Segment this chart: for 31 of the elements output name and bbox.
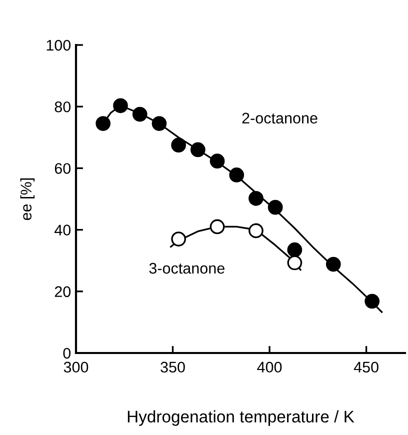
y-tick-label: 0 <box>63 348 71 359</box>
point <box>326 256 341 272</box>
y-tick-label: 20 <box>54 286 71 298</box>
point <box>210 219 225 234</box>
y-axis-title: ee [%] <box>20 178 35 220</box>
point <box>287 255 302 270</box>
y-tick-label: 60 <box>54 163 71 174</box>
point <box>248 223 264 238</box>
y-tick-label: 100 <box>46 40 71 51</box>
point <box>364 294 380 309</box>
point <box>190 142 206 158</box>
point <box>171 232 186 246</box>
text: 2-octanone <box>242 112 318 124</box>
x-tick-label: 400 <box>257 362 282 373</box>
point <box>132 106 148 122</box>
point <box>113 98 128 114</box>
series-label: 3-octanone <box>149 262 224 274</box>
x-axis-title: Hydrogenation temperature / K <box>128 410 354 426</box>
point <box>171 138 186 153</box>
point <box>152 116 167 131</box>
point <box>268 200 283 215</box>
x-tick-label: 300 <box>64 362 88 373</box>
point <box>248 190 264 206</box>
point <box>287 242 302 258</box>
y-tick-label: 80 <box>54 101 71 112</box>
point <box>210 154 225 169</box>
point <box>229 168 244 182</box>
x-tick-label: 450 <box>354 362 378 373</box>
x-tick-label: 350 <box>160 362 185 373</box>
y-tick-label: 40 <box>54 224 71 236</box>
point <box>96 116 111 131</box>
